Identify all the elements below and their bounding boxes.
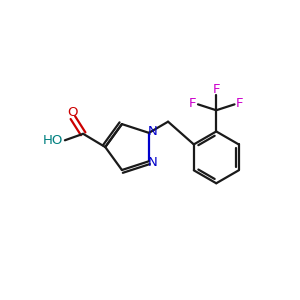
Text: HO: HO <box>42 134 63 147</box>
Text: O: O <box>67 106 77 119</box>
Text: N: N <box>148 156 158 169</box>
Text: F: F <box>189 97 196 110</box>
Text: F: F <box>236 97 244 110</box>
Text: N: N <box>148 125 158 138</box>
Text: F: F <box>212 83 220 96</box>
